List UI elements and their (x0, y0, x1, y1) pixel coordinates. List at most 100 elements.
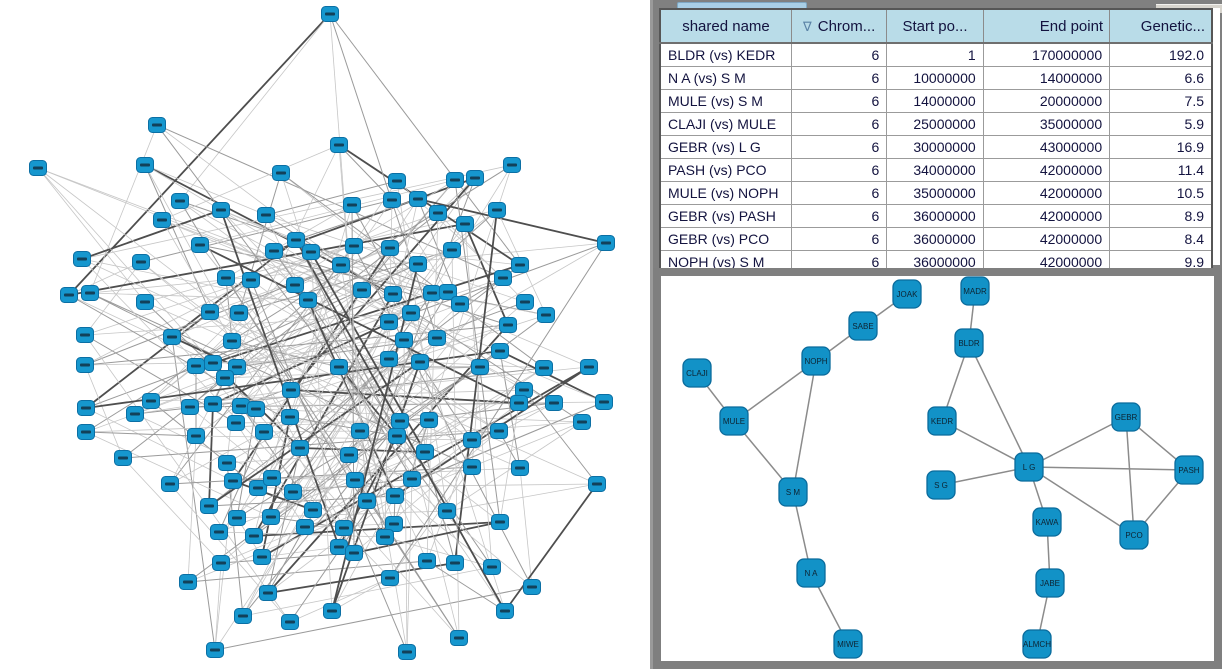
cell-value[interactable]: 6 (791, 227, 888, 251)
network-node[interactable] (385, 516, 403, 532)
network-node[interactable] (272, 165, 290, 181)
column-header-startpo[interactable]: Start po... (886, 9, 984, 44)
column-header-genetic[interactable]: Genetic... (1109, 9, 1212, 44)
network-node[interactable] (286, 277, 304, 293)
network-node[interactable] (523, 579, 541, 595)
edge-NOPH-SM[interactable] (792, 360, 817, 493)
network-node[interactable] (516, 294, 534, 310)
network-node[interactable] (291, 440, 309, 456)
edge-BLDR-LG[interactable] (968, 342, 1030, 468)
graph-node-BLDR[interactable]: BLDR (954, 328, 984, 358)
network-node[interactable] (388, 428, 406, 444)
cell-value[interactable]: 170000000 (983, 43, 1111, 67)
network-node[interactable] (381, 570, 399, 586)
large-network-svg[interactable] (0, 0, 653, 669)
network-node[interactable] (332, 257, 350, 273)
network-node[interactable] (296, 519, 314, 535)
network-node[interactable] (402, 305, 420, 321)
cell-value[interactable]: 6 (791, 89, 888, 113)
network-node[interactable] (249, 480, 267, 496)
network-node[interactable] (471, 359, 489, 375)
network-node[interactable] (200, 498, 218, 514)
network-node[interactable] (171, 193, 189, 209)
cell-value[interactable]: 1 (886, 43, 984, 67)
network-node[interactable] (228, 359, 246, 375)
network-node[interactable] (511, 460, 529, 476)
cell-value[interactable]: 6.6 (1109, 66, 1212, 90)
graph-node-MADR[interactable]: MADR (960, 276, 990, 306)
network-node[interactable] (456, 216, 474, 232)
network-node[interactable] (418, 553, 436, 569)
network-node[interactable] (398, 644, 416, 660)
graph-node-SM[interactable]: S M (778, 477, 808, 507)
network-node[interactable] (597, 235, 615, 251)
network-node[interactable] (429, 205, 447, 221)
table-row[interactable]: GEBR (vs) PASH 6 36000000 42000000 8.9 (660, 204, 1212, 228)
cell-shared-name[interactable]: BLDR (vs) KEDR (660, 43, 792, 67)
graph-node-MULE[interactable]: MULE (719, 406, 749, 436)
graph-node-GEBR[interactable]: GEBR (1111, 402, 1141, 432)
network-node[interactable] (228, 510, 246, 526)
edge-LG-GEBR[interactable] (1028, 416, 1127, 468)
network-node[interactable] (411, 354, 429, 370)
cell-value[interactable]: 36000000 (886, 204, 984, 228)
network-node[interactable] (245, 528, 263, 544)
network-node[interactable] (216, 370, 234, 386)
network-node[interactable] (483, 559, 501, 575)
network-node[interactable] (438, 503, 456, 519)
network-node[interactable] (179, 574, 197, 590)
cell-value[interactable]: 8.9 (1109, 204, 1212, 228)
network-node[interactable] (409, 191, 427, 207)
network-node[interactable] (535, 360, 553, 376)
network-node[interactable] (466, 170, 484, 186)
cell-value[interactable]: 6 (791, 66, 888, 90)
network-node[interactable] (381, 240, 399, 256)
graph-node-SG[interactable]: S G (926, 470, 956, 500)
network-node[interactable] (191, 237, 209, 253)
network-node[interactable] (330, 137, 348, 153)
graph-node-JABE[interactable]: JABE (1035, 568, 1065, 598)
network-node[interactable] (346, 472, 364, 488)
network-node[interactable] (511, 257, 529, 273)
network-node[interactable] (380, 314, 398, 330)
network-node[interactable] (212, 202, 230, 218)
network-node[interactable] (384, 286, 402, 302)
cell-value[interactable]: 10000000 (886, 66, 984, 90)
graph-node-KAWA[interactable]: KAWA (1032, 507, 1062, 537)
cell-value[interactable]: 6 (791, 43, 888, 67)
network-node[interactable] (201, 304, 219, 320)
cell-shared-name[interactable]: GEBR (vs) PCO (660, 227, 792, 251)
network-node[interactable] (340, 447, 358, 463)
network-node[interactable] (73, 251, 91, 267)
network-node[interactable] (386, 488, 404, 504)
network-node[interactable] (299, 292, 317, 308)
network-node[interactable] (281, 409, 299, 425)
network-node[interactable] (210, 524, 228, 540)
network-node[interactable] (573, 414, 591, 430)
network-node[interactable] (302, 244, 320, 260)
cell-value[interactable]: 14000000 (886, 89, 984, 113)
network-node[interactable] (321, 6, 339, 22)
network-node[interactable] (163, 329, 181, 345)
network-node[interactable] (206, 642, 224, 658)
network-node[interactable] (218, 455, 236, 471)
cell-shared-name[interactable]: CLAJI (vs) MULE (660, 112, 792, 136)
network-node[interactable] (503, 157, 521, 173)
cell-value[interactable]: 14000000 (983, 66, 1111, 90)
network-node[interactable] (114, 450, 132, 466)
network-node[interactable] (153, 212, 171, 228)
network-node[interactable] (263, 470, 281, 486)
network-node[interactable] (510, 395, 528, 411)
column-header-endpoint[interactable]: End point (983, 9, 1111, 44)
cell-value[interactable]: 42000000 (983, 204, 1111, 228)
network-node[interactable] (212, 555, 230, 571)
graph-node-KEDR[interactable]: KEDR (927, 406, 957, 436)
network-node[interactable] (81, 285, 99, 301)
network-node[interactable] (383, 192, 401, 208)
cell-value[interactable]: 10.5 (1109, 181, 1212, 205)
network-node[interactable] (323, 603, 341, 619)
cell-value[interactable]: 36000000 (886, 227, 984, 251)
network-node[interactable] (446, 172, 464, 188)
network-node[interactable] (227, 415, 245, 431)
cell-value[interactable]: 192.0 (1109, 43, 1212, 67)
